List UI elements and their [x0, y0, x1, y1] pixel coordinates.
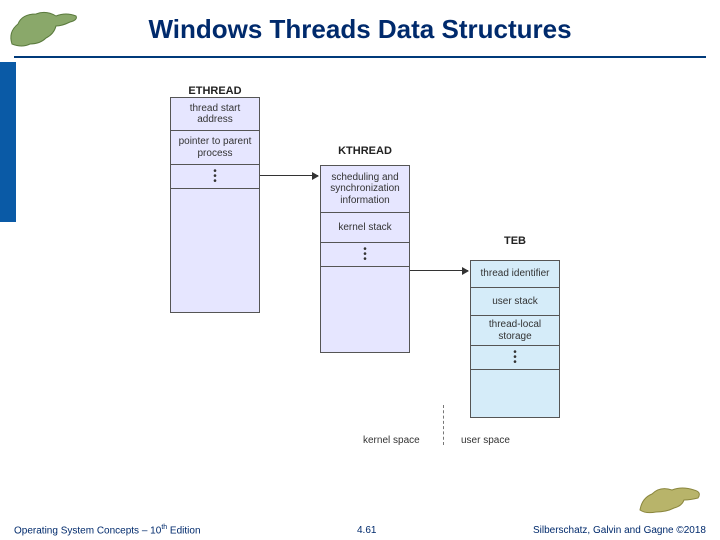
ethread-cell: thread start address [170, 97, 260, 131]
ethread-label: ETHREAD [170, 85, 260, 97]
footer-left-b: Edition [167, 525, 200, 536]
ethread-cell: pointer to parent process [170, 131, 260, 165]
dino-bottom-right-icon [636, 476, 706, 516]
teb-label: TEB [470, 235, 560, 247]
teb-cell: thread identifier [470, 260, 560, 288]
teb-tail [470, 370, 560, 418]
kthread-cell: scheduling and synchronization informati… [320, 165, 410, 213]
kthread-cell: kernel stack [320, 213, 410, 243]
pointer-arrow [410, 270, 468, 271]
space-divider [443, 405, 444, 445]
page-title: Windows Threads Data Structures [0, 14, 720, 45]
slide-footer: Operating System Concepts – 10th Edition… [14, 524, 706, 536]
teb-cell: thread-local storage [470, 316, 560, 346]
footer-left: Operating System Concepts – 10th Edition [14, 524, 201, 536]
ethread-column: thread start addresspointer to parent pr… [170, 97, 260, 313]
teb-dots: ••• [470, 346, 560, 370]
kthread-tail [320, 267, 410, 353]
left-sidebar-accent [0, 62, 16, 222]
title-divider [14, 56, 706, 58]
kthread-column: scheduling and synchronization informati… [320, 165, 410, 353]
teb-cell: user stack [470, 288, 560, 316]
teb-column: thread identifieruser stackthread-local … [470, 260, 560, 418]
pointer-arrow [260, 175, 318, 176]
footer-left-a: Operating System Concepts – 10 [14, 525, 161, 536]
footer-right: Silberschatz, Galvin and Gagne ©2018 [533, 525, 706, 536]
footer-page-num: 4.61 [201, 525, 533, 536]
ethread-tail [170, 189, 260, 313]
kthread-dots: ••• [320, 243, 410, 267]
user-space-label: user space [461, 435, 510, 446]
kthread-label: KTHREAD [320, 145, 410, 157]
threads-diagram: ETHREADthread start addresspointer to pa… [130, 85, 610, 485]
kernel-space-label: kernel space [363, 435, 420, 446]
ethread-dots: ••• [170, 165, 260, 189]
